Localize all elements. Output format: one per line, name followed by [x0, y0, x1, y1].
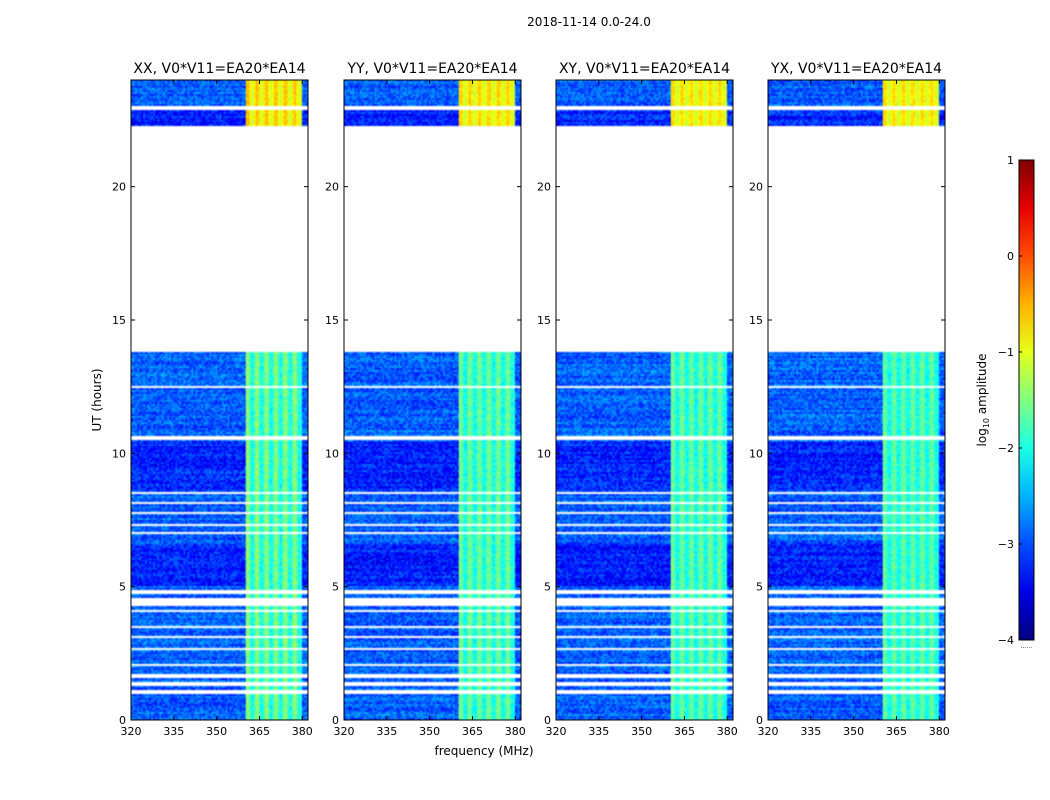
- x-tick-label: 320: [758, 725, 779, 738]
- x-tick-label: 380: [505, 725, 526, 738]
- x-tick-label: 320: [121, 725, 142, 738]
- y-tick-label: 10: [325, 447, 339, 460]
- x-tick-label: 320: [546, 725, 567, 738]
- y-tick-label: 0: [119, 714, 126, 727]
- x-tick-label: 350: [843, 725, 864, 738]
- panel-title: YY, V0*V11=EA20*EA14: [346, 61, 517, 77]
- y-tick-label: 15: [749, 314, 763, 327]
- panel-0: XX, V0*V11=EA20*EA14 320 335 350 365 380 0 5 10 1…: [112, 61, 313, 738]
- x-tick-label: 380: [292, 725, 313, 738]
- colorbar-tick-label: −2: [998, 442, 1014, 455]
- colorbar-tick-label: −3: [998, 538, 1014, 551]
- x-tick-label: 350: [419, 725, 440, 738]
- panel-frame: [767, 79, 946, 721]
- y-tick-label: 0: [544, 714, 551, 727]
- panel-frame: [343, 79, 522, 721]
- x-tick-label: 380: [929, 725, 950, 738]
- panels-group: XX, V0*V11=EA20*EA14 320 335 350 365 380 0 5 10 1…: [112, 61, 950, 738]
- spectrogram-heatmap: [556, 80, 733, 720]
- spectrogram-heatmap: [344, 80, 521, 720]
- x-axis-label: frequency (MHz): [434, 744, 533, 758]
- colorbar-tick-label: 0: [1007, 250, 1014, 263]
- y-tick-label: 10: [749, 447, 763, 460]
- y-tick-label: 5: [119, 581, 126, 594]
- x-tick-label: 365: [886, 725, 907, 738]
- x-tick-label: 350: [631, 725, 652, 738]
- y-tick-label: 5: [332, 581, 339, 594]
- colorbar: 1 0 −1 −2 −3 −4 log10 amplitude......: [975, 154, 1035, 650]
- spectrogram-heatmap: [131, 80, 308, 720]
- panel-title: YX, V0*V11=EA20*EA14: [770, 61, 942, 77]
- panel-title: XY, V0*V11=EA20*EA14: [559, 61, 730, 77]
- y-tick-label: 20: [325, 181, 339, 194]
- panel-frame: [130, 79, 309, 721]
- x-tick-label: 365: [674, 725, 695, 738]
- spectrogram-heatmap: [768, 80, 945, 720]
- y-tick-label: 0: [756, 714, 763, 727]
- x-tick-label: 335: [376, 725, 397, 738]
- x-tick-label: 380: [717, 725, 738, 738]
- colorbar-tick-label: −4: [998, 634, 1014, 647]
- y-tick-label: 10: [112, 447, 126, 460]
- panel-frame: [555, 79, 734, 721]
- x-tick-label: 365: [249, 725, 270, 738]
- x-tick-label: 335: [588, 725, 609, 738]
- x-tick-label: 350: [206, 725, 227, 738]
- colorbar-tick-label: 1: [1007, 154, 1014, 167]
- y-tick-label: 20: [112, 181, 126, 194]
- y-tick-label: 15: [112, 314, 126, 327]
- y-axis-label: UT (hours): [90, 368, 104, 431]
- panel-3: YX, V0*V11=EA20*EA14 320 335 350 365 380 0 5 10 1…: [749, 61, 950, 738]
- colorbar-gradient: [1018, 159, 1035, 641]
- colorbar-tick-label: −1: [998, 346, 1014, 359]
- x-tick-label: 335: [800, 725, 821, 738]
- y-tick-label: 10: [537, 447, 551, 460]
- colorbar-under-label: ......: [1021, 643, 1033, 650]
- y-tick-label: 20: [749, 181, 763, 194]
- x-tick-label: 320: [334, 725, 355, 738]
- y-tick-label: 15: [325, 314, 339, 327]
- y-tick-label: 0: [332, 714, 339, 727]
- x-tick-label: 365: [462, 725, 483, 738]
- y-tick-label: 15: [537, 314, 551, 327]
- panel-2: XY, V0*V11=EA20*EA14 320 335 350 365 380 0 5 10 1…: [537, 61, 738, 738]
- y-tick-label: 5: [756, 581, 763, 594]
- colorbar-label: log10 amplitude: [975, 354, 991, 447]
- panel-title: XX, V0*V11=EA20*EA14: [133, 61, 305, 77]
- figure-title: 2018-11-14 0.0-24.0: [527, 15, 651, 29]
- panel-1: YY, V0*V11=EA20*EA14 320 335 350 365 380 0 5 10 1…: [325, 61, 526, 738]
- y-tick-label: 20: [537, 181, 551, 194]
- y-tick-label: 5: [544, 581, 551, 594]
- x-tick-label: 335: [163, 725, 184, 738]
